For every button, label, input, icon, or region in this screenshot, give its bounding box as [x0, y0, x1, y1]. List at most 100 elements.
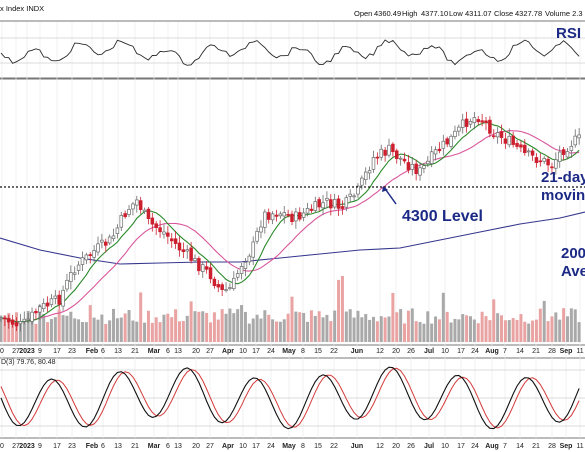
volume-bar: [360, 317, 364, 342]
candle-body: [383, 149, 387, 156]
x-tick-label: Feb: [86, 348, 98, 355]
volume-bar: [344, 311, 348, 342]
candle-body: [282, 212, 286, 217]
volume-bar: [115, 318, 119, 342]
ma200-annotation-line1: 200-: [561, 245, 585, 262]
candle-body: [290, 213, 294, 223]
candle-body: [441, 140, 446, 149]
candle-body: [457, 126, 461, 132]
volume-bar: [531, 320, 535, 342]
volume-bar: [69, 311, 73, 342]
candle-body: [96, 243, 100, 253]
candle-body: [332, 199, 337, 208]
volume-bar: [278, 321, 282, 342]
candle-body: [503, 138, 508, 144]
volume-bar: [403, 323, 407, 342]
x-tick-label: 13: [174, 348, 182, 355]
candle-body: [53, 295, 58, 299]
x-tick-label: 23: [68, 348, 76, 355]
candle-body: [569, 145, 574, 151]
candle-body: [88, 254, 92, 256]
volume-bar: [251, 318, 255, 342]
level-arrow-shaft: [385, 189, 397, 205]
candle-body: [177, 242, 182, 251]
x-tick-label: 0: [0, 348, 4, 355]
low-label: Low: [449, 9, 463, 18]
candle-body: [235, 273, 240, 278]
candle-body: [18, 321, 23, 325]
candle-body: [554, 159, 558, 169]
volume-bar: [577, 322, 581, 342]
volume-bar: [317, 311, 321, 342]
x-tick-label: 24: [471, 348, 479, 355]
candle-body: [208, 267, 213, 280]
volume-bar: [457, 319, 461, 342]
volume-bar: [484, 316, 488, 342]
candle-body: [329, 199, 333, 209]
volume-bar: [34, 323, 38, 342]
volume-bar: [205, 312, 209, 342]
candle-body: [22, 318, 27, 322]
candlesticks: [0, 111, 581, 332]
volume-bar: [263, 310, 267, 342]
volume-bar: [139, 292, 143, 342]
candle-body: [34, 310, 38, 314]
level-annotation: 4300 Level: [402, 208, 483, 225]
volume-bar: [534, 319, 538, 342]
candle-body: [57, 294, 61, 305]
low-value: 4311.07: [465, 9, 492, 18]
volume-bar: [181, 321, 185, 342]
candle-body: [422, 165, 426, 169]
volume-bar: [329, 321, 333, 342]
volume-bar: [313, 315, 317, 342]
volume-bar: [368, 319, 372, 342]
ma21-annotation-line2: moving: [541, 187, 585, 204]
volume-bar: [53, 317, 57, 342]
candle-body: [286, 214, 290, 216]
volume-bar: [232, 313, 236, 342]
x-tick-label: Feb: [86, 443, 98, 450]
ma-200-line: [0, 211, 585, 265]
vertical-gridlines: [1, 22, 581, 438]
candle-body: [142, 209, 147, 212]
candle-body: [224, 289, 228, 291]
candle-body: [433, 149, 438, 155]
volume-bar: [255, 314, 259, 342]
candle-body: [166, 232, 170, 237]
candle-body: [150, 217, 155, 225]
candle-body: [65, 279, 69, 290]
volume-bar: [371, 316, 375, 342]
ma200-annotation-line2: Ave: [561, 263, 585, 280]
volume-bar: [18, 321, 22, 342]
price-panel: 4300 Level 21-day moving 200- Ave 027202…: [0, 111, 585, 355]
x-tick-label: 17: [457, 348, 465, 355]
candle-body: [449, 135, 453, 147]
volume-bar: [562, 308, 566, 342]
candle-body: [14, 322, 19, 327]
candle-body: [360, 177, 364, 186]
volume-bar: [26, 310, 30, 342]
candle-body: [557, 151, 562, 162]
candle-body: [414, 163, 418, 175]
candle-body: [336, 198, 341, 209]
volume-bar: [166, 313, 170, 342]
candle-body: [228, 287, 232, 289]
x-tick-label: 10: [441, 348, 449, 355]
candle-body: [3, 317, 7, 320]
x-tick-label: 27: [206, 443, 214, 450]
candle-body: [363, 171, 368, 180]
candle-body: [274, 214, 279, 217]
candle-body: [69, 272, 73, 282]
volume-bar: [209, 322, 213, 342]
candle-body: [38, 306, 42, 313]
x-axis-labels-price: 0 27 2023 9 17 23 Feb 6 13 21 Mar 6 13 20 27 Apr 10 17 24 M…: [0, 348, 584, 355]
volume-bar: [472, 319, 476, 342]
x-tick-label: 14: [516, 443, 524, 450]
volume-bar: [282, 319, 286, 342]
x-tick-label: 13: [174, 443, 182, 450]
volume-bar: [461, 314, 465, 342]
volume-bar: [49, 319, 53, 342]
candle-body: [220, 284, 224, 290]
volume-bar: [449, 322, 453, 342]
volume-bar: [92, 317, 96, 342]
